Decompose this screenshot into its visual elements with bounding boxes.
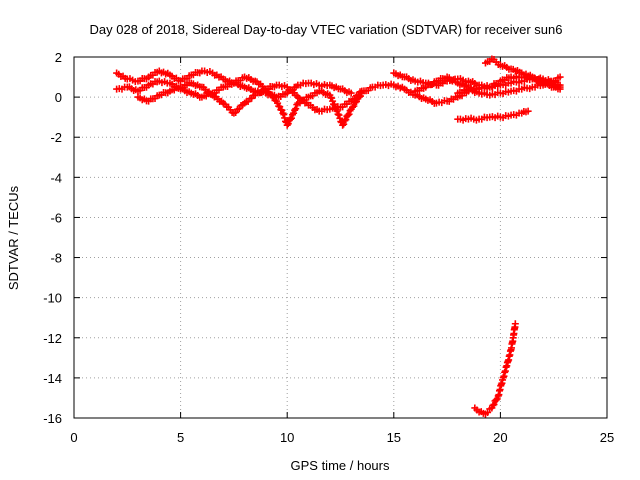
data-point bbox=[284, 120, 292, 128]
data-point bbox=[348, 103, 356, 111]
data-point bbox=[339, 121, 347, 129]
series-track-c bbox=[134, 79, 366, 117]
y-tick-label: 0 bbox=[55, 90, 62, 105]
data-point bbox=[341, 117, 349, 125]
data-point bbox=[347, 89, 355, 97]
y-tick-label: -4 bbox=[50, 170, 62, 185]
data-point bbox=[345, 110, 353, 118]
series-track-g bbox=[454, 73, 564, 99]
data-point bbox=[335, 111, 343, 119]
x-tick-label: 0 bbox=[70, 430, 77, 445]
axis-ticks bbox=[73, 56, 608, 419]
data-point bbox=[279, 109, 287, 117]
y-tick-label: -8 bbox=[50, 251, 62, 266]
data-point bbox=[289, 111, 297, 119]
x-tick-label: 15 bbox=[387, 430, 401, 445]
plot-frame bbox=[73, 56, 608, 419]
data-point bbox=[489, 401, 497, 409]
data-point bbox=[336, 114, 344, 122]
data-point bbox=[346, 107, 354, 115]
grid-lines bbox=[74, 57, 607, 418]
data-point bbox=[292, 105, 300, 113]
data-point bbox=[342, 116, 350, 124]
y-tick-label: -16 bbox=[43, 411, 62, 426]
y-tick-label: -6 bbox=[50, 210, 62, 225]
data-point bbox=[286, 115, 294, 123]
data-point bbox=[283, 121, 291, 129]
x-tick-label: 25 bbox=[600, 430, 614, 445]
y-tick-label: 2 bbox=[55, 50, 62, 65]
data-point bbox=[280, 111, 288, 119]
series-track-i bbox=[471, 320, 519, 418]
x-axis-label: GPS time / hours bbox=[291, 458, 390, 473]
y-axis-label: SDTVAR / TECUs bbox=[6, 185, 21, 290]
data-point bbox=[484, 408, 492, 416]
x-tick-label: 10 bbox=[280, 430, 294, 445]
x-tick-label: 5 bbox=[177, 430, 184, 445]
x-tick-label: 20 bbox=[493, 430, 507, 445]
chart-title: Day 028 of 2018, Sidereal Day-to-day VTE… bbox=[89, 22, 562, 37]
data-point bbox=[556, 83, 564, 91]
data-point bbox=[281, 114, 289, 122]
series-track-h bbox=[454, 107, 532, 124]
y-tick-label: -14 bbox=[43, 371, 62, 386]
data-point bbox=[358, 87, 366, 95]
data-point bbox=[350, 102, 358, 110]
data-point bbox=[291, 106, 299, 114]
y-tick-label: -12 bbox=[43, 331, 62, 346]
y-tick-label: -2 bbox=[50, 130, 62, 145]
data-points bbox=[113, 55, 564, 418]
data-point bbox=[490, 400, 498, 408]
data-point bbox=[524, 107, 532, 115]
tick-labels: 0 5 10 15 20 25 -16 -14 -12 -10 -8 -6 -4 -2 0 2 bbox=[43, 50, 614, 445]
data-point bbox=[556, 73, 564, 81]
data-point bbox=[340, 120, 348, 128]
y-tick-label: -10 bbox=[43, 291, 62, 306]
data-point bbox=[492, 396, 500, 404]
data-point bbox=[511, 320, 519, 328]
data-point bbox=[287, 114, 295, 122]
data-point bbox=[344, 111, 352, 119]
